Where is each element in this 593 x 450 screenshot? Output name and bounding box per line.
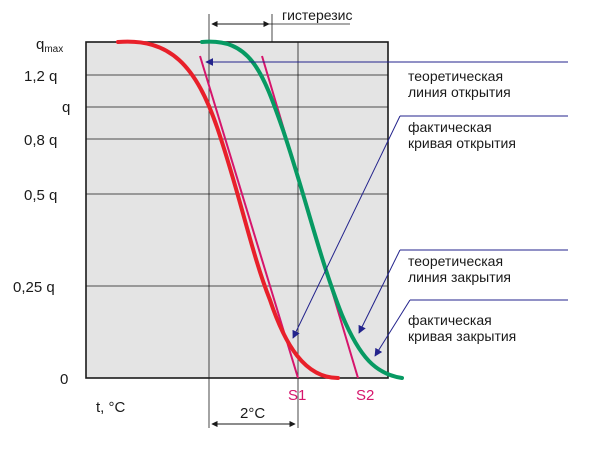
horizontal-grid (86, 74, 388, 287)
pointer-actual-opening-diag (292, 115, 401, 339)
annotation-actual-opening-line2: кривая открытия (408, 135, 516, 151)
y-label-q05: 0,5 q (24, 187, 57, 204)
y-label-q12: 1,2 q (24, 68, 57, 85)
y-label-qmax-base: q (36, 36, 44, 53)
s1-label: S1 (288, 387, 306, 404)
hysteresis-label: гистерезис (282, 7, 352, 23)
delta-label: 2°C (240, 405, 265, 422)
annotation-theoretical-closing-line2: линия закрытия (408, 269, 511, 285)
x-axis-label: t, °C (96, 399, 126, 416)
annotation-actual-closing: фактическая кривая закрытия (408, 312, 516, 344)
annotation-theoretical-closing: теоретическая линия закрытия (408, 253, 511, 285)
annotation-theoretical-opening-line2: линия открытия (408, 84, 511, 100)
annotation-theoretical-closing-line1: теоретическая (408, 253, 503, 269)
y-label-q025: 0,25 q (13, 279, 55, 296)
y-label-qmax: qmax (36, 36, 63, 55)
annotation-actual-opening: фактическая кривая открытия (408, 119, 516, 151)
theoretical-closing-line (199, 55, 299, 379)
annotation-actual-closing-line1: фактическая (408, 312, 492, 328)
y-label-q08: 0,8 q (24, 132, 57, 149)
y-label-qmax-sub: max (44, 44, 63, 55)
y-label-zero: 0 (60, 371, 68, 388)
pointer-actual-closing-diag (374, 299, 411, 357)
pointer-theoretical-closing-diag (358, 249, 401, 334)
actual-opening-curve (200, 39, 404, 380)
actual-closing-curve (116, 39, 340, 380)
plot-area (85, 41, 389, 379)
annotation-actual-opening-line1: фактическая (408, 119, 492, 135)
annotation-theoretical-opening-line1: теоретическая (408, 68, 503, 84)
s2-label: S2 (356, 387, 374, 404)
annotation-actual-closing-line2: кривая закрытия (408, 328, 516, 344)
annotation-theoretical-opening: теоретическая линия открытия (408, 68, 511, 100)
y-label-q10: q (62, 99, 70, 116)
